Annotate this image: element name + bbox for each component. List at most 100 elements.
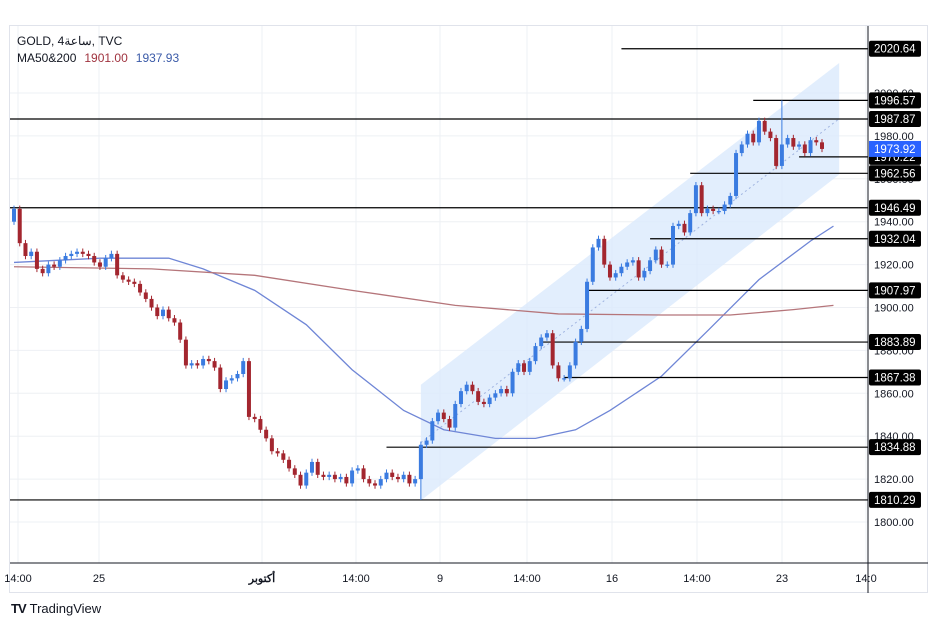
candle	[206, 358, 211, 362]
candle	[590, 247, 595, 282]
candle	[241, 361, 246, 374]
candle	[115, 253, 120, 276]
time-tick-label: 14:00	[683, 573, 711, 585]
candle	[596, 238, 601, 248]
candle	[613, 273, 618, 278]
candle	[332, 474, 337, 480]
candle	[544, 333, 549, 338]
symbol-title[interactable]: GOLD, 4ساعة, TVC	[17, 34, 123, 48]
candle	[510, 371, 515, 394]
tradingview-logo[interactable]: TV TradingView	[11, 601, 101, 616]
candle	[768, 131, 773, 139]
level-price-label: 1996.57	[874, 95, 916, 107]
candle	[418, 444, 423, 480]
candle	[80, 251, 85, 254]
candle	[12, 208, 16, 222]
candle	[716, 210, 721, 213]
candle	[814, 140, 819, 143]
candle	[143, 292, 148, 299]
candle	[201, 358, 206, 366]
candle	[642, 271, 647, 278]
candle	[212, 361, 217, 368]
level-price-tag	[869, 199, 921, 216]
last-price-label: 1973.92	[874, 144, 916, 156]
time-tick-label: 9	[437, 573, 443, 585]
price-tick-label: 1920.00	[874, 260, 914, 272]
candle	[350, 470, 355, 484]
candle	[436, 412, 441, 422]
time-tick-label: 14:00	[513, 573, 541, 585]
candle	[671, 225, 676, 265]
candle	[711, 208, 716, 211]
candle	[258, 419, 263, 430]
candle	[413, 479, 418, 484]
candle	[23, 243, 28, 257]
candle	[46, 264, 51, 274]
tv-logo-icon: TV	[11, 601, 27, 616]
level-price-tag	[869, 92, 921, 109]
candle	[355, 468, 360, 471]
candle	[791, 138, 796, 147]
candle	[567, 365, 572, 379]
candle	[802, 144, 807, 154]
candle	[607, 264, 612, 278]
candle	[264, 429, 269, 439]
candle	[688, 213, 693, 233]
candle	[728, 195, 733, 205]
level-price-tag	[869, 439, 921, 456]
candle	[447, 419, 452, 428]
candle	[653, 249, 658, 261]
candle	[189, 363, 194, 366]
time-tick-label: 25	[93, 573, 105, 585]
candle	[424, 440, 429, 445]
candle	[453, 404, 458, 428]
ma-line-ma50	[13, 225, 834, 439]
candle	[458, 391, 463, 405]
candle	[367, 479, 372, 484]
candle	[178, 322, 183, 340]
candle	[739, 144, 744, 154]
candle	[516, 363, 521, 372]
candle	[292, 468, 297, 475]
candle	[665, 264, 670, 266]
brand-name: TradingView	[29, 601, 102, 616]
candle	[269, 438, 274, 452]
candle	[579, 328, 584, 342]
candle	[132, 281, 137, 284]
time-tick-label: 14:00	[342, 573, 370, 585]
candle	[430, 421, 435, 441]
candle	[298, 474, 303, 486]
level-price-label: 1946.49	[874, 203, 916, 215]
candle	[745, 133, 750, 145]
time-tick-label: أكتوبر	[248, 571, 275, 585]
candle	[636, 260, 641, 278]
ma-value-blue: 1937.93	[135, 51, 180, 65]
candle	[57, 260, 62, 267]
candle	[252, 416, 257, 420]
candle	[304, 472, 309, 486]
candle	[172, 318, 177, 323]
level-price-label: 1883.89	[874, 337, 916, 349]
candle	[229, 378, 234, 381]
candle	[676, 223, 681, 226]
candle	[625, 262, 630, 267]
candle	[17, 208, 22, 244]
candle	[344, 476, 349, 484]
level-price-label: 1834.88	[874, 442, 916, 454]
price-tick-label: 1860.00	[874, 388, 914, 400]
candle	[648, 260, 653, 272]
candle	[34, 251, 39, 269]
candle	[69, 253, 74, 257]
ma-legend[interactable]: MA50&200 1901.00 1937.93	[17, 51, 179, 65]
candle	[327, 474, 332, 477]
candle	[287, 459, 292, 469]
candle	[361, 468, 366, 480]
candle	[52, 264, 57, 267]
candle	[493, 393, 498, 398]
level-price-tag	[869, 165, 921, 182]
ma-line-ma200	[13, 266, 834, 316]
candle	[499, 389, 504, 394]
level-price-tag	[869, 282, 921, 299]
price-tick-label: 1900.00	[874, 303, 914, 315]
